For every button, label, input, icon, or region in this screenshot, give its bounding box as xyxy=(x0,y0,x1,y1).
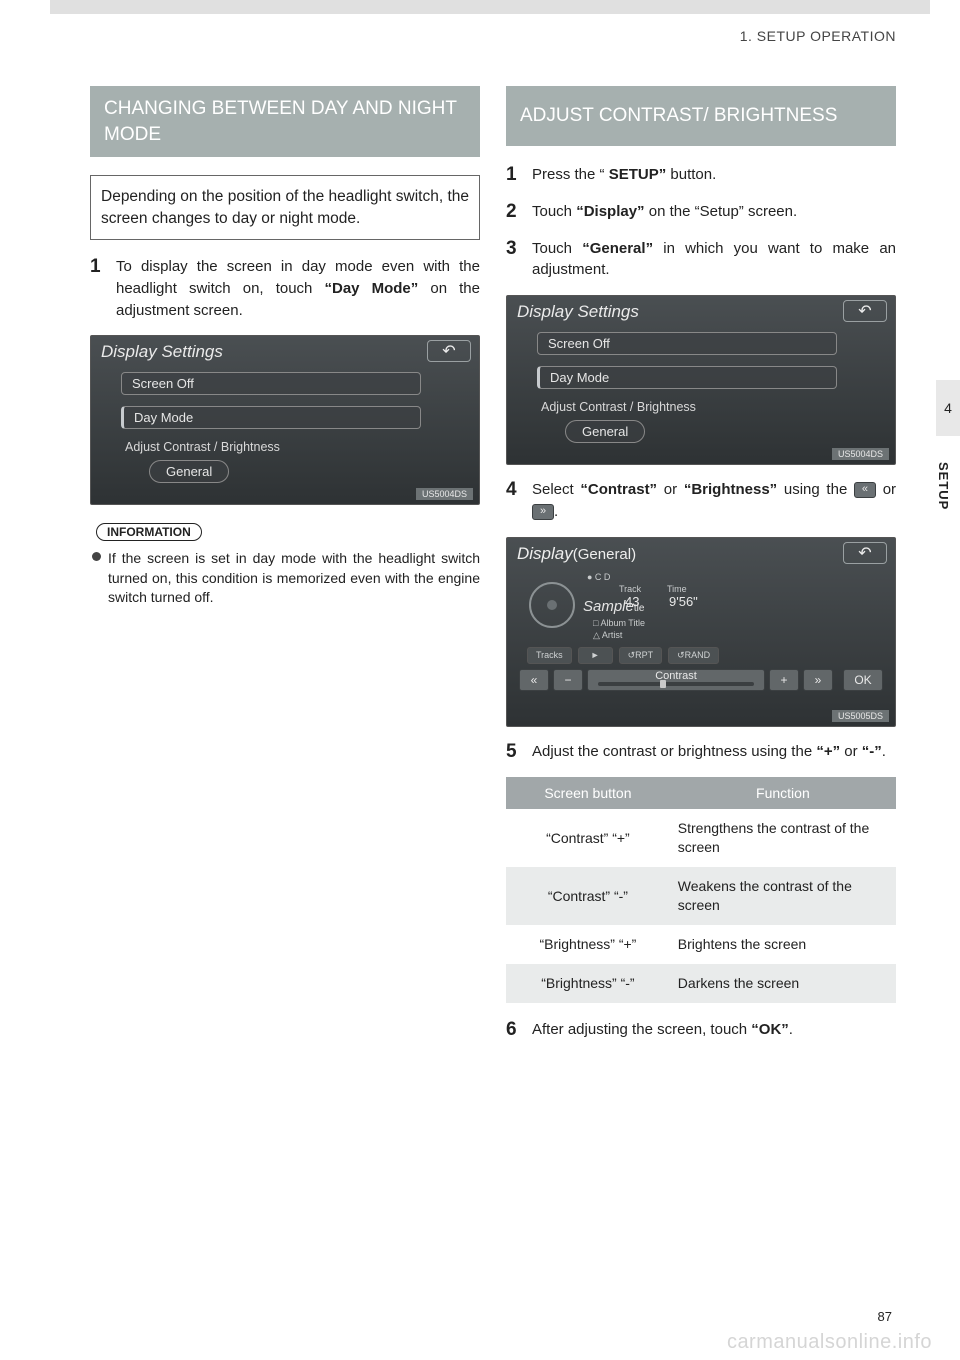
step-number: 1 xyxy=(90,256,106,321)
table-cell: “Contrast” “-” xyxy=(506,867,670,925)
contrast-slider[interactable]: Contrast xyxy=(587,669,765,691)
ss-general-button[interactable]: General xyxy=(565,420,645,443)
tracks-button[interactable]: Tracks xyxy=(527,647,572,664)
table-row: “Brightness” “+” Brightens the screen xyxy=(506,925,896,964)
prev-chevrons-button[interactable]: « xyxy=(519,669,549,691)
ss-title: Display Settings xyxy=(101,342,223,362)
step-text: Select “Contrast” or “Brightness” using … xyxy=(532,479,896,523)
table-cell: “Brightness” “+” xyxy=(506,925,670,964)
function-table: Screen button Function “Contrast” “+” St… xyxy=(506,777,896,1002)
ss-screen-off-button[interactable]: Screen Off xyxy=(121,372,421,395)
step-text: After adjusting the screen, touch “OK”. xyxy=(532,1019,896,1042)
page-number: 87 xyxy=(878,1309,892,1324)
step-text: To display the screen in day mode even w… xyxy=(116,256,480,321)
ss-adjust-label: Adjust Contrast / Brightness xyxy=(125,440,280,454)
step-text: Touch “Display” on the “Setup” screen. xyxy=(532,201,896,224)
right-step-4: 4 Select “Contrast” or “Brightness” usin… xyxy=(506,479,896,523)
right-chevrons-icon: » xyxy=(532,504,554,520)
right-column: ADJUST CONTRAST/ BRIGHTNESS 1 Press the … xyxy=(506,86,896,1056)
ss2-title: Display(General) xyxy=(517,544,636,564)
ss-day-mode-button[interactable]: Day Mode xyxy=(537,366,837,389)
ss-general-button[interactable]: General xyxy=(149,460,229,483)
ss-ref-tag: US5005DS xyxy=(832,710,889,722)
ok-button[interactable]: OK xyxy=(843,669,883,691)
display-general-screenshot: Display(General) ↶ ● C D Track Time 43 9… xyxy=(506,537,896,727)
rand-button[interactable]: ↺RAND xyxy=(668,647,719,664)
right-step-3: 3 Touch “General” in which you want to m… xyxy=(506,238,896,282)
mini-label: ● C D xyxy=(587,572,610,582)
step-number: 4 xyxy=(506,479,522,523)
step-text: Touch “General” in which you want to mak… xyxy=(532,238,896,282)
table-cell: “Brightness” “-” xyxy=(506,964,670,1003)
table-cell: Darkens the screen xyxy=(670,964,896,1003)
artist-label: △ Artist xyxy=(593,630,622,641)
ss-adjust-label: Adjust Contrast / Brightness xyxy=(541,400,696,414)
right-step-5: 5 Adjust the contrast or brightness usin… xyxy=(506,741,896,764)
table-cell: Strengthens the contrast of the screen xyxy=(670,809,896,867)
manual-page: 1. SETUP OPERATION CHANGING BETWEEN DAY … xyxy=(0,0,960,1360)
play-button[interactable]: ► xyxy=(578,647,613,664)
information-block: INFORMATION If the screen is set in day … xyxy=(90,519,480,608)
table-row: “Brightness” “-” Darkens the screen xyxy=(506,964,896,1003)
table-header-row: Screen button Function xyxy=(506,777,896,809)
right-step-1: 1 Press the “ SETUP” button. xyxy=(506,164,896,187)
ss-ref-tag: US5004DS xyxy=(416,488,473,500)
ss-screen-off-button[interactable]: Screen Off xyxy=(537,332,837,355)
plus-button[interactable]: + xyxy=(769,669,799,691)
chapter-label-tab: SETUP xyxy=(936,436,951,536)
information-pill: INFORMATION xyxy=(96,523,202,541)
step-text: Press the “ SETUP” button. xyxy=(532,164,896,187)
tracks-row: Tracks ► ↺RPT ↺RAND xyxy=(527,647,875,664)
step-number: 3 xyxy=(506,238,522,282)
table-row: “Contrast” “-” Weakens the contrast of t… xyxy=(506,867,896,925)
left-chevrons-icon: « xyxy=(854,482,876,498)
display-settings-screenshot-right: Display Settings ↶ Screen Off Day Mode A… xyxy=(506,295,896,465)
chapter-number-tab: 4 xyxy=(936,380,960,436)
back-icon[interactable]: ↶ xyxy=(427,340,471,362)
left-column: CHANGING BETWEEN DAY AND NIGHT MODE Depe… xyxy=(90,86,480,1056)
sample-title: Sampletle xyxy=(583,598,644,615)
left-intro-box: Depending on the position of the head­li… xyxy=(90,175,480,240)
step-number: 2 xyxy=(506,201,522,224)
table-cell: Brightens the screen xyxy=(670,925,896,964)
two-column-layout: CHANGING BETWEEN DAY AND NIGHT MODE Depe… xyxy=(90,86,896,1056)
bullet-icon xyxy=(92,552,101,561)
table-cell: Weakens the contrast of the screen xyxy=(670,867,896,925)
top-border xyxy=(50,0,930,14)
table-row: “Contrast” “+” Strengthens the contrast … xyxy=(506,809,896,867)
next-chevrons-button[interactable]: » xyxy=(803,669,833,691)
back-icon[interactable]: ↶ xyxy=(843,542,887,564)
mini-time-label: Time xyxy=(667,584,687,594)
step-number: 5 xyxy=(506,741,522,764)
cd-icon xyxy=(529,582,575,628)
album-label: □ Album Title xyxy=(593,618,645,628)
section-header: 1. SETUP OPERATION xyxy=(90,28,896,44)
display-settings-screenshot-left: Display Settings ↶ Screen Off Day Mode A… xyxy=(90,335,480,505)
left-step-1: 1 To display the screen in day mode even… xyxy=(90,256,480,321)
minus-button[interactable]: − xyxy=(553,669,583,691)
table-header-function: Function xyxy=(670,777,896,809)
left-heading: CHANGING BETWEEN DAY AND NIGHT MODE xyxy=(90,86,480,157)
table-header-button: Screen button xyxy=(506,777,670,809)
table-cell: “Contrast” “+” xyxy=(506,809,670,867)
step-number: 6 xyxy=(506,1019,522,1042)
mini-time: 9'56" xyxy=(669,594,698,609)
ss-title: Display Settings xyxy=(517,302,639,322)
right-step-2: 2 Touch “Display” on the “Setup” screen. xyxy=(506,201,896,224)
watermark: carmanualsonline.info xyxy=(727,1331,932,1354)
contrast-bar: « − Contrast + » OK xyxy=(519,668,883,692)
mini-track-label: Track xyxy=(619,584,641,594)
step-text: Adjust the contrast or brightness using … xyxy=(532,741,896,764)
back-icon[interactable]: ↶ xyxy=(843,300,887,322)
right-heading: ADJUST CONTRAST/ BRIGHTNESS xyxy=(506,86,896,146)
right-step-6: 6 After adjusting the screen, touch “OK”… xyxy=(506,1019,896,1042)
information-bullet: If the screen is set in day mode with th… xyxy=(90,549,480,608)
ss-ref-tag: US5004DS xyxy=(832,448,889,460)
ss-day-mode-button[interactable]: Day Mode xyxy=(121,406,421,429)
side-tab: 4 SETUP xyxy=(936,380,960,536)
rpt-button[interactable]: ↺RPT xyxy=(619,647,663,664)
step-number: 1 xyxy=(506,164,522,187)
